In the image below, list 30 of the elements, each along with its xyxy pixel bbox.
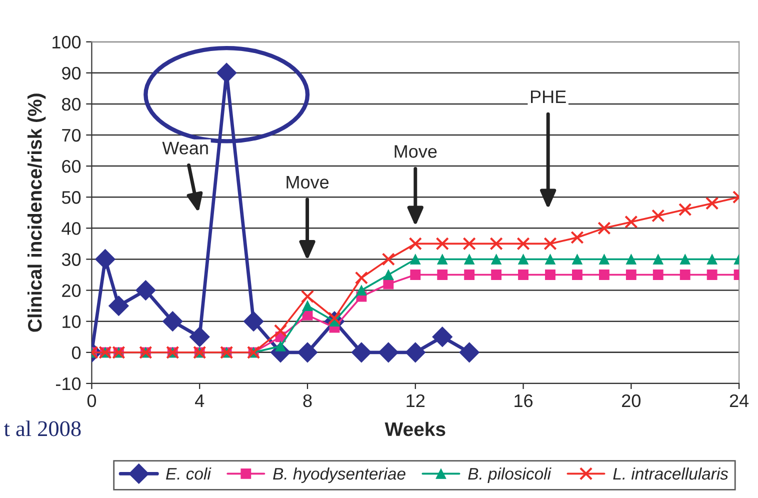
x-tick-label: 20: [622, 394, 640, 408]
annotation: Wean: [162, 142, 208, 154]
x-tick-label: 24: [730, 394, 749, 407]
y-tick-label: -10: [56, 377, 81, 390]
y-axis-title: Clinical incidence/risk (%): [28, 94, 46, 332]
y-tick-label: 30: [62, 253, 81, 266]
legend-label: B. hyodysenteriae: [273, 467, 406, 483]
y-tick-label: 10: [62, 315, 81, 328]
y-tick-label: 70: [62, 128, 81, 142]
text: t al 2008: [4, 420, 81, 436]
y-tick-label: 90: [62, 66, 81, 80]
x-tick-label: 8: [303, 394, 312, 408]
y-tick-label: 80: [62, 98, 81, 111]
legend-label: B. pilosicoli: [468, 467, 552, 483]
y-tick-label: 60: [62, 160, 81, 173]
y-tick-label: 40: [62, 222, 81, 235]
x-axis-title: Weeks: [384, 422, 446, 436]
legend-label: L. intracellularis: [613, 467, 728, 480]
annotation: Move: [394, 145, 437, 158]
x-tick-label: 0: [87, 394, 96, 408]
y-tick-label: 20: [62, 284, 81, 298]
y-tick-label: 100: [52, 36, 81, 49]
x-tick-label: 4: [195, 394, 204, 407]
annotation: PHE: [531, 90, 566, 103]
legend-label: E. coli: [166, 467, 212, 480]
x-tick-label: 12: [406, 394, 425, 407]
annotation: Move: [286, 176, 329, 189]
y-tick-label: 0: [72, 346, 81, 360]
y-tick-label: 50: [62, 191, 81, 204]
x-tick-label: 16: [514, 394, 533, 408]
